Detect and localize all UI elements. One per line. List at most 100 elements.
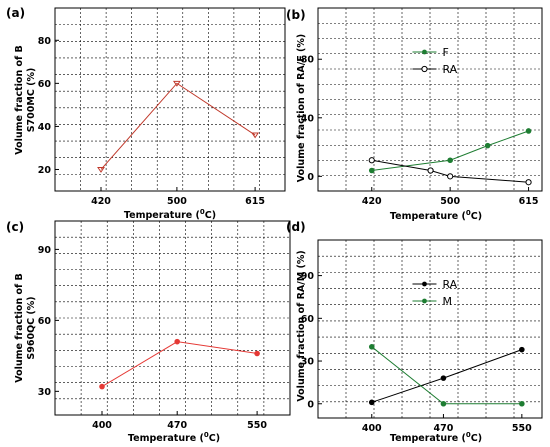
x-axis-title-superscript: 0	[466, 431, 471, 439]
x-axis-title-text: Temperature (	[390, 211, 466, 222]
plot-frame	[317, 7, 543, 192]
series-line	[371, 349, 523, 403]
x-tick-label: 470	[434, 423, 454, 434]
legend-label: F	[442, 46, 448, 59]
plot-frame	[54, 7, 286, 192]
data-point	[519, 346, 525, 353]
y-axis-title-line1: Volume fraction of B	[14, 45, 25, 155]
y-tick-label: 90	[301, 271, 315, 282]
y-tick-label: 30	[301, 357, 315, 368]
x-tick-label: 420	[91, 196, 111, 207]
legend-marker	[421, 65, 428, 73]
data-point	[174, 338, 181, 345]
panel-label: (c)	[6, 220, 24, 234]
y-axis-title-line2: S700MC (%)	[26, 68, 37, 133]
grid	[55, 221, 290, 415]
x-tick-label: 550	[512, 423, 532, 434]
series-ra	[368, 157, 532, 186]
x-tick-label: 615	[519, 196, 539, 207]
panel-label: (d)	[286, 220, 306, 234]
x-axis-title: Temperature (0C)	[128, 431, 220, 444]
y-tick-label: 0	[307, 399, 314, 410]
y-axis-title-line2: S960QC (%)	[26, 296, 37, 359]
x-axis-title: Temperature (0C)	[124, 208, 216, 221]
data-point	[427, 167, 434, 174]
x-tick-label: 400	[362, 423, 382, 434]
x-tick-label: 615	[245, 196, 265, 207]
x-axis-title-suffix: C)	[209, 433, 220, 444]
x-axis-title-suffix: C)	[471, 433, 482, 444]
y-tick-label: 30	[38, 387, 52, 398]
grid	[55, 8, 285, 191]
data-point	[447, 173, 454, 180]
legend-label: RA	[442, 63, 457, 76]
legend-label: RA	[442, 278, 457, 291]
data-point	[440, 375, 447, 381]
x-axis-title-text: Temperature (	[390, 433, 466, 444]
grid	[318, 8, 542, 191]
chart-panel-a: (a) Volume fraction of B S700MC (%) Temp…	[6, 6, 286, 221]
x-axis-title-suffix: C)	[471, 211, 482, 222]
y-tick-label: 60	[301, 314, 315, 325]
data-point	[368, 399, 375, 406]
data-point	[97, 166, 105, 173]
x-tick-label: 470	[167, 420, 187, 431]
x-tick-label: 500	[440, 196, 460, 207]
legend-marker	[422, 298, 427, 304]
chart-panel-d: (d) Volume fraction of RA/M (%) Temperat…	[286, 220, 543, 444]
y-tick-label: 60	[38, 316, 52, 327]
data-point	[447, 157, 453, 164]
data-point	[99, 383, 105, 390]
x-axis-title-superscript: 0	[204, 431, 209, 439]
legend: F RA	[412, 46, 458, 76]
grid	[318, 240, 542, 418]
y-tick-label: 80	[301, 55, 315, 66]
y-axis-title: Volume fraction of RA/M (%)	[296, 250, 307, 401]
series-m	[368, 343, 525, 407]
data-point	[254, 350, 260, 357]
x-axis-title: Temperature (0C)	[390, 209, 482, 222]
plot-frame	[54, 220, 291, 416]
legend-marker	[422, 49, 427, 55]
x-axis-title-text: Temperature (	[124, 210, 200, 221]
y-tick-label: 40	[301, 113, 315, 124]
data-point	[368, 167, 375, 174]
x-tick-label: 420	[362, 196, 382, 207]
series-ra	[368, 346, 525, 406]
x-axis-title: Temperature (0C)	[390, 431, 482, 444]
plot-frame	[317, 239, 543, 419]
series-line	[371, 159, 529, 183]
x-tick-label: 400	[92, 420, 112, 431]
legend-label: M	[442, 295, 452, 308]
series-line	[371, 130, 529, 171]
data-point	[519, 400, 525, 407]
series-0	[99, 338, 260, 390]
data-point	[172, 80, 181, 87]
panel-label: (b)	[286, 8, 306, 22]
legend: RA M	[412, 278, 458, 308]
x-axis-title-suffix: C)	[205, 210, 216, 221]
y-axis-title-line1: Volume fraction of B	[14, 273, 25, 383]
panel-label: (a)	[6, 6, 25, 20]
data-point	[525, 179, 532, 186]
y-tick-label: 40	[38, 122, 52, 133]
series-0	[97, 80, 260, 173]
chart-panel-c: (c) Volume fraction of B S960QC (%) Temp…	[6, 220, 291, 444]
y-tick-label: 90	[38, 245, 52, 256]
x-axis-title-text: Temperature (	[128, 433, 204, 444]
x-axis-title-superscript: 0	[200, 208, 205, 216]
data-point	[368, 343, 375, 350]
x-tick-label: 500	[167, 196, 187, 207]
x-axis-title-superscript: 0	[466, 209, 471, 217]
data-point	[440, 400, 447, 407]
series-line	[101, 341, 258, 388]
series-line	[100, 82, 256, 170]
chart-panel-b: (b) Volume fraction of RA/F (%) Temperat…	[286, 7, 543, 222]
y-axis-title: Volume fraction of RA/F (%)	[296, 34, 307, 182]
x-tick-label: 550	[247, 420, 267, 431]
legend-marker	[422, 281, 427, 287]
y-tick-label: 20	[38, 165, 52, 176]
y-tick-label: 80	[38, 36, 52, 47]
data-point	[251, 132, 260, 139]
